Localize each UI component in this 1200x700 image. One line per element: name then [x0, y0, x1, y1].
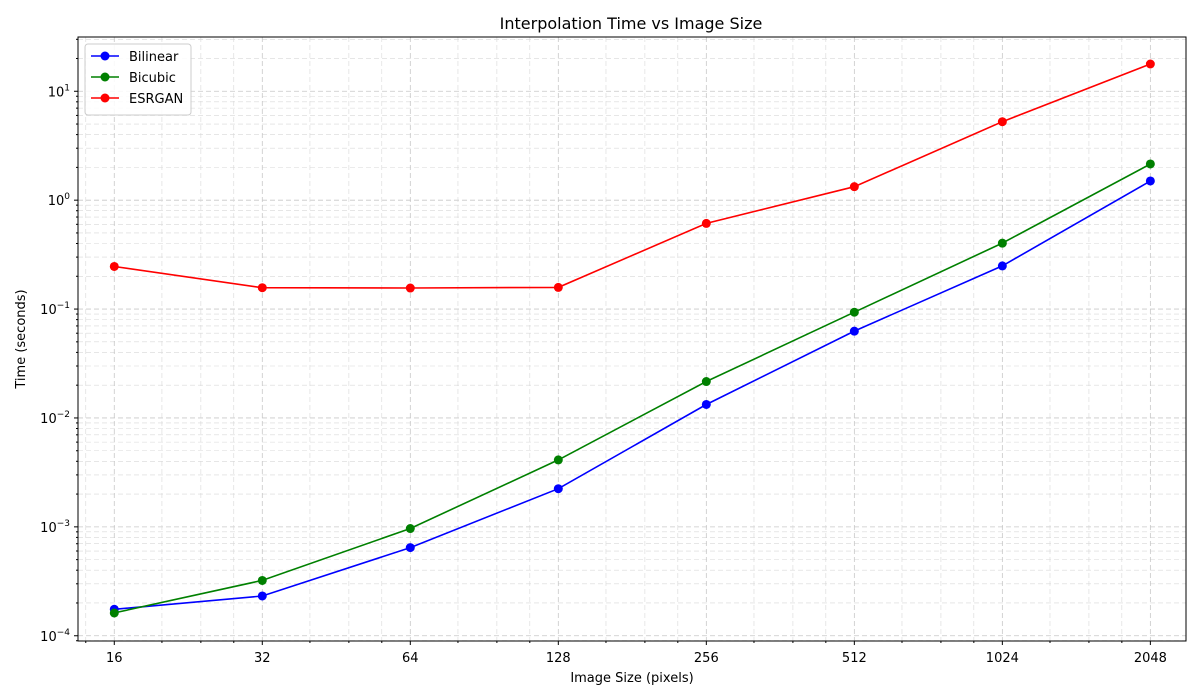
axis-ticks: 10−4 10−3 10−2 10−1 100 101 16 32 64 128 256 512 102… — [40, 38, 1167, 666]
data-point-bilinear — [553, 484, 563, 494]
legend-marker — [100, 72, 110, 82]
data-point-bilinear — [849, 326, 859, 336]
y-tick-label: 10−3 — [40, 519, 70, 536]
chart-title: Interpolation Time vs Image Size — [500, 14, 763, 33]
data-point-esrgan — [109, 261, 119, 271]
legend-item-esrgan: ESRGAN — [91, 92, 183, 107]
x-tick-label: 16 — [106, 651, 123, 666]
legend-item-bicubic: Bicubic — [91, 71, 176, 86]
legend-marker — [100, 93, 110, 103]
data-point-esrgan — [257, 283, 267, 293]
data-point-esrgan — [553, 282, 563, 292]
y-tick-label: 10−2 — [40, 410, 70, 427]
data-point-bilinear — [405, 543, 415, 553]
legend-label: Bilinear — [129, 50, 179, 65]
data-point-bilinear — [997, 261, 1007, 271]
legend-item-bilinear: Bilinear — [91, 50, 179, 65]
series-line-bilinear — [114, 180, 1151, 611]
data-point-bicubic — [553, 455, 563, 465]
data-point-esrgan — [405, 283, 415, 293]
data-point-bicubic — [1145, 159, 1155, 169]
legend-label: ESRGAN — [129, 92, 183, 107]
grid — [78, 37, 1186, 642]
data-point-bicubic — [405, 524, 415, 534]
data-point-bicubic — [997, 238, 1007, 248]
data-point-bilinear — [257, 591, 267, 601]
data-point-bilinear — [701, 399, 711, 409]
legend: Bilinear Bicubic ESRGAN — [84, 43, 192, 116]
y-tick-label: 10−4 — [40, 628, 70, 645]
series-bicubic — [109, 159, 1155, 618]
x-tick-label: 2048 — [1134, 651, 1167, 666]
data-point-bicubic — [109, 608, 119, 618]
x-tick-label: 64 — [402, 651, 419, 666]
data-point-bilinear — [1145, 176, 1155, 186]
x-tick-label: 128 — [546, 651, 571, 666]
legend-marker — [100, 51, 110, 61]
data-point-esrgan — [849, 182, 859, 192]
series-line-bicubic — [114, 163, 1151, 614]
x-tick-label: 512 — [842, 651, 867, 666]
data-point-bicubic — [701, 377, 711, 387]
series-line-esrgan — [114, 63, 1151, 289]
x-tick-label: 256 — [694, 651, 719, 666]
data-point-bicubic — [257, 575, 267, 585]
x-tick-label: 1024 — [986, 651, 1019, 666]
y-tick-label: 10−1 — [40, 301, 70, 318]
x-tick-label: 32 — [254, 651, 271, 666]
legend-label: Bicubic — [129, 71, 176, 86]
data-point-esrgan — [1145, 59, 1155, 69]
data-point-esrgan — [997, 117, 1007, 127]
y-axis-label: Time (seconds) — [14, 289, 29, 389]
y-tick-label: 101 — [48, 83, 70, 100]
x-axis-label: Image Size (pixels) — [570, 671, 693, 686]
plot-series — [109, 59, 1155, 618]
series-esrgan — [109, 59, 1155, 293]
plot-frame — [77, 36, 1187, 642]
y-tick-label: 100 — [48, 192, 71, 209]
data-point-bicubic — [849, 307, 859, 317]
data-point-esrgan — [701, 218, 711, 228]
